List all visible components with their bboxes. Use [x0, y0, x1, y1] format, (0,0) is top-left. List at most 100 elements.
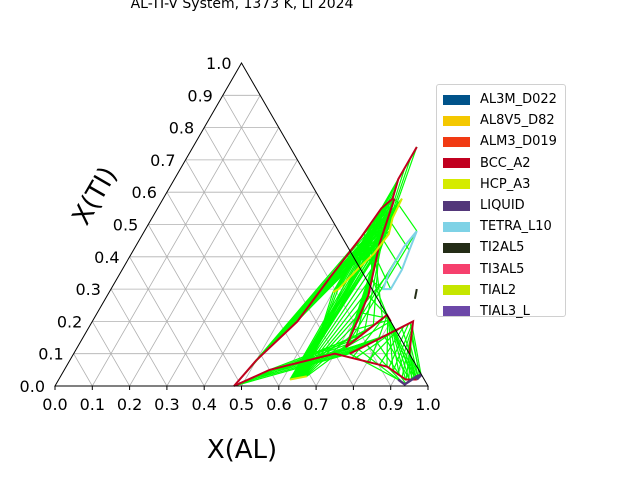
tie-line: [312, 325, 374, 360]
legend-label: LIQUID: [480, 198, 525, 214]
y-tick-label: 0.4: [94, 248, 119, 267]
tie-line: [367, 295, 389, 318]
boundary-bcc_a2: [233, 352, 417, 387]
tie-line: [372, 243, 381, 326]
x-tick-label: 0.0: [42, 395, 67, 414]
legend-swatch: [443, 94, 470, 105]
legend-swatch: [443, 285, 470, 296]
tie-line: [393, 198, 418, 232]
boundary-bcc_a2: [349, 319, 415, 355]
tie-line: [293, 229, 385, 380]
legend-label: TI3AL5: [480, 261, 525, 277]
tie-line: [302, 311, 362, 378]
x-tick-label: 0.3: [154, 395, 179, 414]
boundary-bcc_a2: [233, 146, 418, 387]
gridline: [203, 127, 354, 387]
legend-label: TETRA_L10: [480, 219, 552, 235]
boundary-hcp_a3: [332, 198, 403, 294]
tie-line: [388, 317, 400, 376]
y-tick-label: 0.5: [113, 216, 138, 235]
legend-swatch: [443, 136, 470, 147]
gridline: [91, 321, 130, 387]
tie-line: [387, 317, 394, 371]
y-tick-label: 0.1: [38, 345, 63, 364]
y-tick-label: 0.2: [57, 312, 82, 331]
gridline: [185, 159, 317, 387]
legend-swatch: [443, 264, 470, 275]
tie-line: [233, 346, 347, 387]
tie-line: [353, 319, 391, 331]
y-tick-labels: 0.0 0.1 0.2 0.3 0.4 0.5 0.6 0.7 0.8 0.9 1.0: [20, 54, 232, 396]
legend-item: AL8V5_D82: [443, 110, 565, 131]
tie-line: [371, 278, 388, 316]
legend-label: TI2AL5: [480, 240, 525, 256]
legend-swatch: [443, 200, 470, 211]
gridline: [166, 191, 280, 387]
y-tick-label: 0.8: [169, 119, 194, 138]
x-tick-label: 0.9: [378, 395, 403, 414]
legend-item: TI2AL5: [443, 237, 565, 258]
tie-line: [363, 228, 386, 333]
legend-label: BCC_A2: [480, 155, 531, 171]
legend-item: HCP_A3: [443, 174, 565, 195]
legend-item: LIQUID: [443, 195, 565, 216]
legend-swatch: [443, 221, 470, 232]
tie-line: [298, 275, 374, 379]
legend-item: TIAL3_L: [443, 301, 565, 322]
legend-swatch: [443, 242, 470, 253]
legend-label: TIAL2: [480, 282, 517, 298]
x-tick-label: 0.5: [229, 395, 254, 414]
x-tick-label: 0.8: [341, 395, 366, 414]
tie-line: [375, 258, 392, 290]
tie-line: [349, 353, 399, 381]
tie-line: [408, 353, 418, 380]
legend-item: ALM3_D019: [443, 131, 565, 152]
gridlines: [73, 94, 410, 387]
boundary-tetra_l10: [381, 230, 418, 291]
chart-title: AL-TI-V System, 1373 K, Li 2024: [131, 0, 354, 12]
x-tick-label: 0.7: [303, 395, 328, 414]
boundary-liquid: [397, 373, 423, 386]
legend-item: BCC_A2: [443, 153, 565, 174]
tie-line: [379, 325, 405, 366]
legend-label: AL8V5_D82: [480, 113, 555, 129]
tie-line: [366, 344, 404, 384]
legend-label: HCP_A3: [480, 176, 531, 192]
phase-boundaries: [233, 146, 423, 387]
legend-swatch: [443, 306, 470, 317]
tie-line: [409, 344, 420, 378]
tie-line: [411, 327, 422, 375]
tie-line: [301, 299, 368, 378]
tie-line: [299, 287, 371, 378]
legend-item: AL3M_D022: [443, 89, 565, 110]
x-tick-label: 0.2: [117, 395, 142, 414]
legend-swatch: [443, 158, 470, 169]
tie-line: [233, 353, 350, 387]
gridline: [73, 353, 93, 387]
x-tick-label: 1.0: [415, 395, 440, 414]
y-tick-label: 0.6: [131, 183, 156, 202]
x-tick-label: 0.4: [191, 395, 216, 414]
legend-label: ALM3_D019: [480, 134, 557, 150]
y-tick-label: 0.0: [20, 377, 45, 396]
y-tick-label: 0.3: [75, 280, 100, 299]
legend-label: TIAL3_L: [480, 303, 530, 319]
gridline: [166, 159, 298, 387]
y-tick-label: 1.0: [206, 54, 231, 73]
gridline: [110, 288, 168, 387]
legend: AL3M_D022 AL8V5_D82 ALM3_D019 BCC_A2 HCP_A3 L…: [436, 84, 566, 319]
tie-line: [289, 198, 395, 380]
tie-line: [389, 319, 410, 380]
x-tick-labels: 0.0 0.1 0.2 0.3 0.4 0.5 0.6 0.7 0.8 0.9 1.0: [42, 386, 441, 414]
y-tick-label: 0.9: [187, 86, 212, 105]
tie-line: [386, 316, 389, 367]
x-axis-label: X(AL): [207, 435, 277, 465]
legend-swatch: [443, 179, 470, 190]
tie-line: [345, 230, 418, 348]
tie-line: [383, 335, 411, 382]
tie-line: [354, 330, 396, 360]
tie-line: [397, 325, 414, 375]
tie-line: [388, 318, 407, 380]
boundary-hcp_a3: [289, 375, 307, 381]
